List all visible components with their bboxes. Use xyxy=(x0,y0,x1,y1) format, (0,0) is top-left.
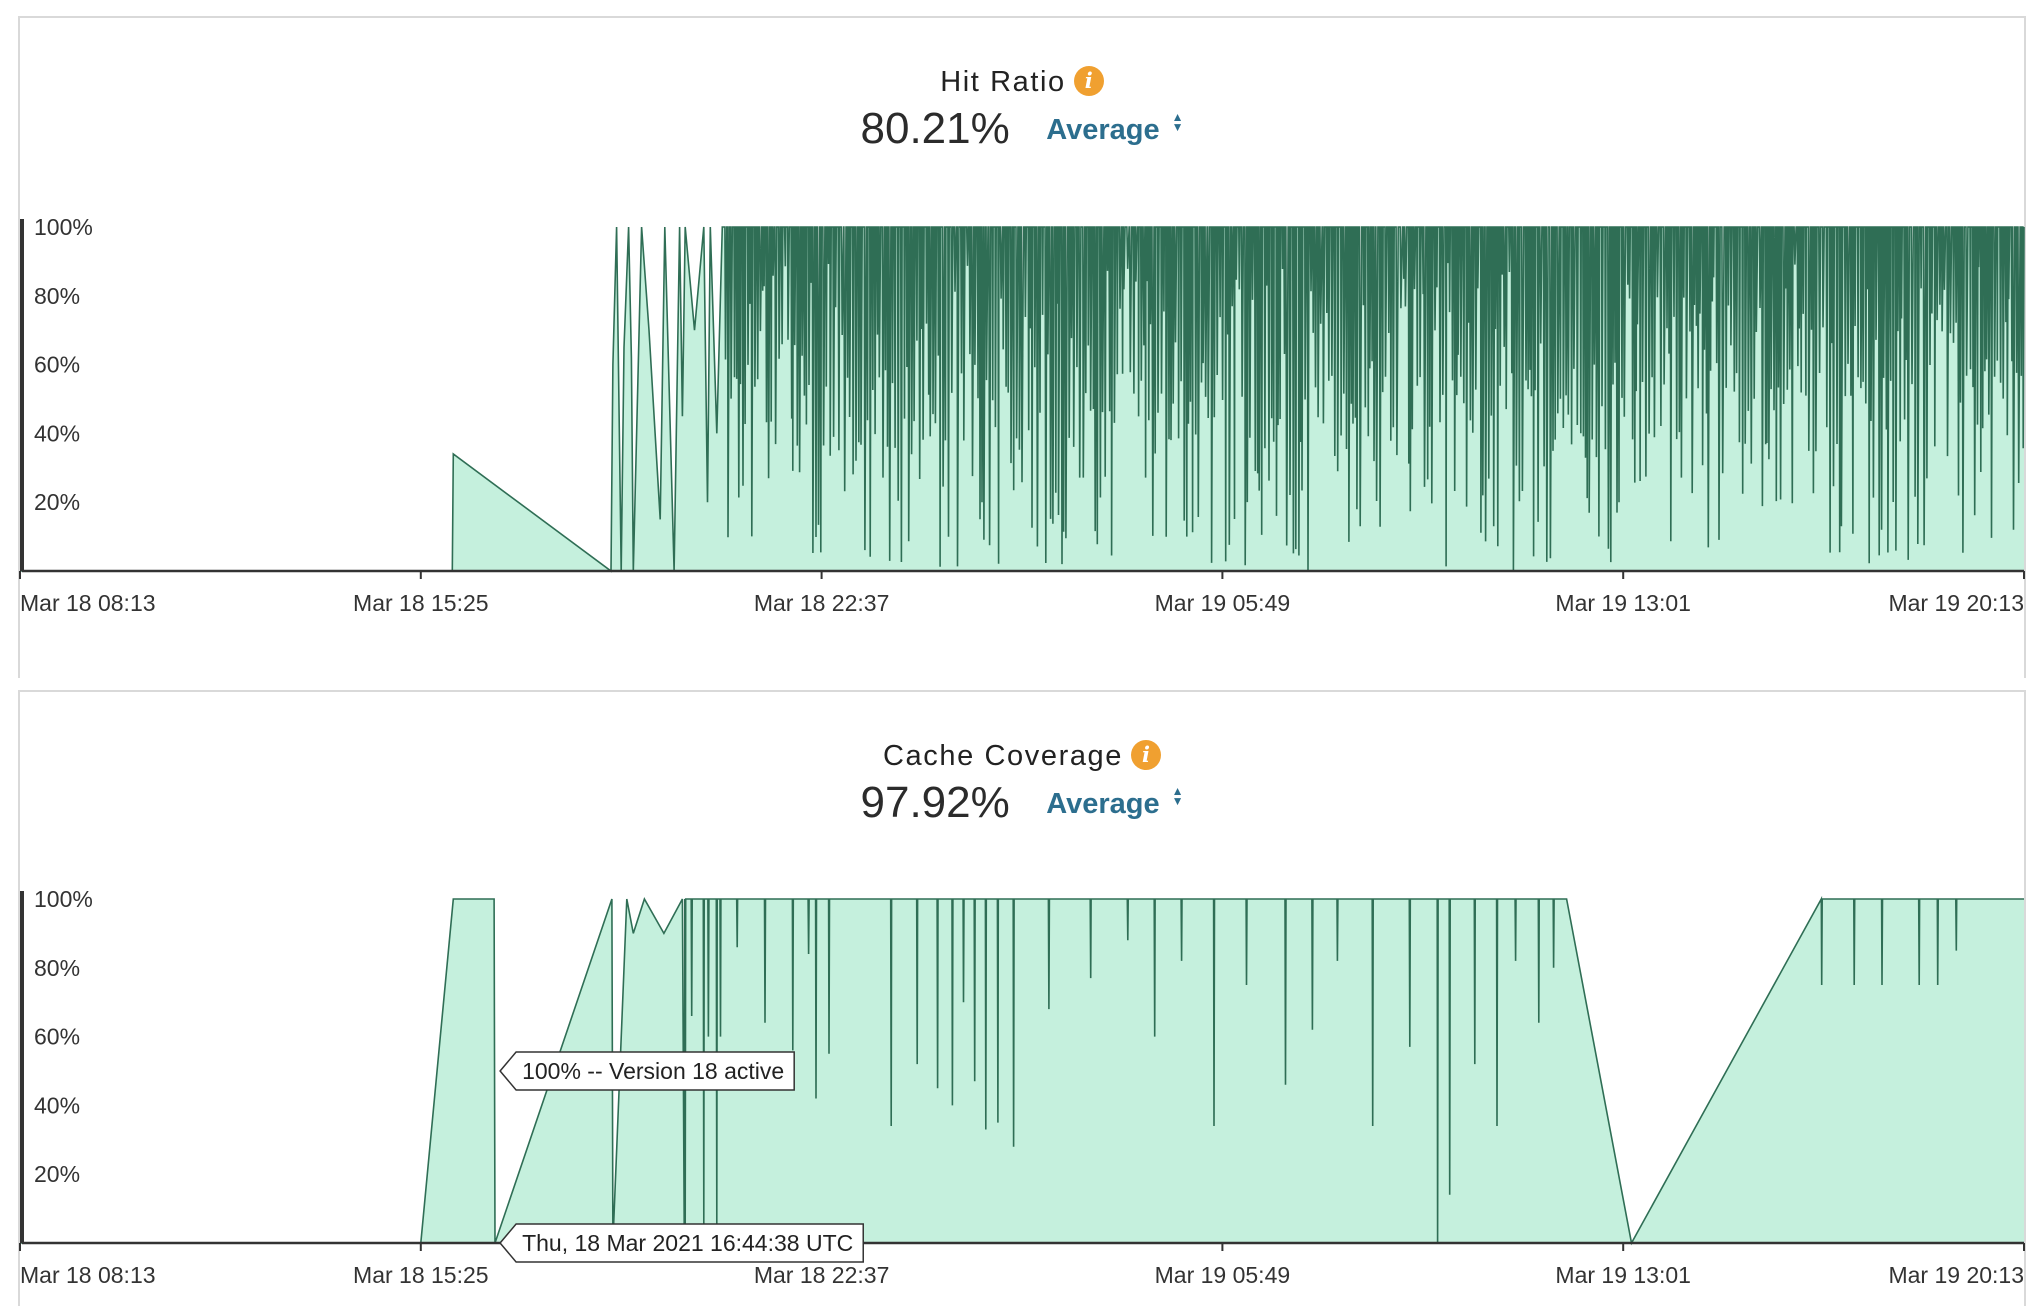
y-tick-label: 60% xyxy=(34,1024,80,1050)
x-tick-label: Mar 18 08:13 xyxy=(20,590,156,616)
y-tick-label: 20% xyxy=(34,1161,80,1187)
x-tick-label: Mar 19 13:01 xyxy=(1555,1262,1691,1288)
hit-ratio-title: Hit Ratio xyxy=(940,66,1066,98)
x-tick-label: Mar 18 08:13 xyxy=(20,1262,156,1288)
cache-coverage-value-row: 97.92% Average ▲ ▼ xyxy=(20,778,2024,828)
x-tick-label: Mar 19 05:49 xyxy=(1155,1262,1291,1288)
x-tick-label: Mar 19 20:13 xyxy=(1888,590,2024,616)
x-tick-label: Mar 18 15:25 xyxy=(353,1262,489,1288)
x-tick-label: Mar 18 22:37 xyxy=(754,590,890,616)
y-tick-label: 100% xyxy=(34,214,93,240)
annotation-text: 100% -- Version 18 active xyxy=(522,1058,784,1084)
x-tick-label: Mar 19 20:13 xyxy=(1888,1262,2024,1288)
hit-ratio-panel: Hit Ratio i 80.21% Average ▲ ▼ 20% 40% 60% 80%… xyxy=(18,16,2026,678)
sort-arrows-icon: ▲ ▼ xyxy=(1171,109,1184,134)
hit-ratio-chart: 20% 40% 60% 80% 100% Mar 18 08:13 Mar 18 15:25… xyxy=(19,214,2025,616)
x-tick-label: Mar 18 22:37 xyxy=(754,1262,890,1288)
y-tick-label: 60% xyxy=(34,352,80,378)
y-tick-label: 100% xyxy=(34,886,93,912)
cache-coverage-summary-value: 97.92% xyxy=(860,778,1010,827)
cache-coverage-panel: Cache Coverage i 97.92% Average ▲ ▼ 20% 40% 6… xyxy=(18,690,2026,1306)
y-tick-label: 80% xyxy=(34,955,80,981)
annotation-box xyxy=(499,1223,864,1263)
hit-ratio-summary-value: 80.21% xyxy=(860,104,1010,153)
aggregation-label: Average xyxy=(1046,113,1160,146)
aggregation-label: Average xyxy=(1046,787,1160,820)
annotation-box xyxy=(499,1051,795,1091)
annotation-text: Thu, 18 Mar 2021 16:44:38 UTC xyxy=(522,1230,853,1256)
hit-ratio-title-row: Hit Ratio i xyxy=(20,66,2024,99)
hit-ratio-aggregation-select[interactable]: Average ▲ ▼ xyxy=(1046,109,1184,147)
cache-coverage-chart: 20% 40% 60% 80% 100% Mar 18 08:13 Mar 18 15:25… xyxy=(19,886,2025,1288)
cache-coverage-aggregation-select[interactable]: Average ▲ ▼ xyxy=(1046,783,1184,821)
y-tick-label: 20% xyxy=(34,489,80,515)
info-icon[interactable]: i xyxy=(1131,740,1162,770)
hit-ratio-value-row: 80.21% Average ▲ ▼ xyxy=(20,104,2024,154)
annotation-callout: 100% -- Version 18 active xyxy=(499,1051,795,1091)
cache-coverage-title-row: Cache Coverage i xyxy=(20,740,2024,773)
x-tick-label: Mar 19 05:49 xyxy=(1155,590,1291,616)
x-tick-label: Mar 18 15:25 xyxy=(353,590,489,616)
x-tick-label: Mar 19 13:01 xyxy=(1555,590,1691,616)
y-tick-label: 80% xyxy=(34,283,80,309)
sort-arrows-icon: ▲ ▼ xyxy=(1171,783,1184,808)
series-area xyxy=(20,899,2024,1243)
y-tick-label: 40% xyxy=(34,420,80,446)
series-line xyxy=(20,226,2025,573)
annotation-callout: Thu, 18 Mar 2021 16:44:38 UTC xyxy=(499,1223,864,1263)
info-icon[interactable]: i xyxy=(1073,66,1104,96)
cache-coverage-title: Cache Coverage xyxy=(882,740,1124,772)
series-line xyxy=(20,895,2024,1246)
y-tick-label: 40% xyxy=(34,1092,80,1118)
